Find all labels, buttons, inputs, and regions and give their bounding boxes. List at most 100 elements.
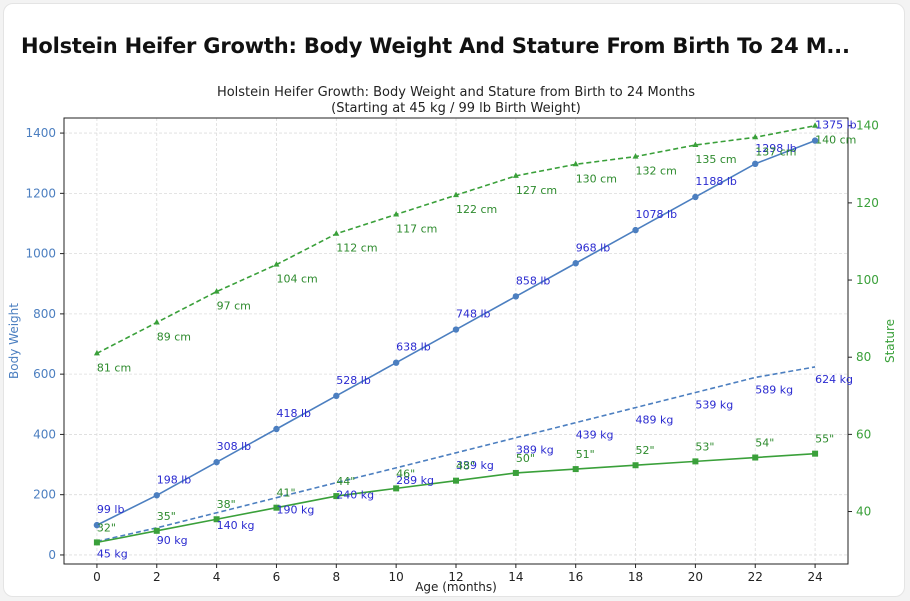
weight-lb-point bbox=[153, 492, 160, 499]
stature-cm-point bbox=[153, 318, 160, 325]
y-right-tick-label: 120 bbox=[856, 196, 879, 210]
weight-lb-data-label: 858 lb bbox=[516, 274, 551, 287]
x-tick-label: 14 bbox=[508, 570, 523, 584]
weight-lb-point bbox=[213, 458, 220, 466]
stature-cm-data-label: 130 cm bbox=[576, 172, 617, 185]
weight-lb-data-label: 198 lb bbox=[157, 473, 192, 486]
stature-cm-data-label: 117 cm bbox=[396, 222, 437, 235]
weight-kg-data-label: 240 kg bbox=[336, 489, 374, 502]
stature-in-data-label: 54" bbox=[755, 437, 774, 450]
y-right-tick-label: 60 bbox=[856, 427, 871, 441]
x-tick-label: 4 bbox=[213, 570, 221, 584]
y-left-tick-label: 800 bbox=[33, 307, 56, 321]
stature-cm-data-label: 122 cm bbox=[456, 203, 497, 216]
stature-cm-data-label: 132 cm bbox=[636, 165, 677, 178]
y-left-tick-label: 400 bbox=[33, 427, 56, 441]
stature-in-point bbox=[213, 516, 220, 523]
weight-lb-data-label: 1188 lb bbox=[695, 175, 737, 188]
stature-in-data-label: 52" bbox=[636, 444, 655, 457]
weight-kg-data-label: 339 kg bbox=[456, 459, 494, 472]
y-left-tick-label: 0 bbox=[48, 548, 56, 562]
y-axis-right-label: Stature bbox=[883, 319, 897, 363]
y-left-tick-label: 1200 bbox=[25, 186, 56, 200]
stature-cm-data-label: 89 cm bbox=[157, 330, 191, 343]
x-tick-label: 0 bbox=[93, 570, 101, 584]
weight-lb-point bbox=[692, 193, 699, 201]
x-tick-label: 24 bbox=[807, 570, 822, 584]
series bbox=[93, 122, 819, 546]
stature-cm-point bbox=[572, 160, 579, 167]
stature-cm-point bbox=[453, 191, 459, 198]
chart-card: Holstein Heifer Growth: Body Weight And … bbox=[3, 3, 905, 597]
stature-in-data-label: 48" bbox=[456, 460, 475, 473]
stature-cm-point bbox=[692, 141, 699, 148]
weight-lb-point bbox=[392, 359, 400, 366]
weight-lb-point bbox=[632, 226, 639, 234]
weight-lb-point bbox=[512, 293, 520, 300]
stature-in-point bbox=[812, 450, 819, 457]
stature-in-data-label: 32" bbox=[97, 521, 116, 534]
weight-lb-point bbox=[273, 425, 280, 433]
y-right-tick-label: 140 bbox=[856, 119, 879, 133]
weight-kg-data-label: 190 kg bbox=[276, 504, 314, 517]
stature-cm-data-label: 112 cm bbox=[336, 242, 377, 255]
weight-kg-line bbox=[96, 366, 816, 543]
stature-cm-point bbox=[213, 288, 220, 294]
stature-cm-data-label: 97 cm bbox=[217, 300, 251, 313]
chart-subtitle: (Starting at 45 kg / 99 lb Birth Weight) bbox=[331, 101, 581, 116]
stature-in-data-label: 51" bbox=[576, 448, 595, 461]
weight-kg-data-label: 624 kg bbox=[815, 373, 853, 386]
x-tick-label: 16 bbox=[568, 570, 583, 584]
x-tick-label: 22 bbox=[748, 570, 763, 584]
stature-cm-point bbox=[393, 210, 400, 217]
stature-in-point bbox=[273, 504, 280, 511]
stature-in-point bbox=[752, 454, 759, 461]
stature-cm-data-label: 81 cm bbox=[97, 361, 131, 374]
weight-kg-data-label: 289 kg bbox=[396, 474, 434, 487]
y-right-tick-label: 100 bbox=[856, 273, 879, 287]
y-left-tick-label: 1400 bbox=[25, 126, 56, 140]
weight-kg-data-label: 589 kg bbox=[755, 383, 793, 396]
weight-kg-data-label: 90 kg bbox=[157, 534, 188, 547]
weight-kg-data-label: 45 kg bbox=[97, 547, 128, 560]
weight-lb-data-label: 418 lb bbox=[276, 407, 311, 420]
card-title: Holstein Heifer Growth: Body Weight And … bbox=[21, 34, 850, 58]
x-tick-label: 12 bbox=[448, 570, 463, 584]
y-left-tick-label: 200 bbox=[33, 488, 56, 502]
stature-cm-data-label: 127 cm bbox=[516, 184, 557, 197]
weight-lb-data-label: 308 lb bbox=[217, 440, 252, 453]
weight-kg-data-label: 389 kg bbox=[516, 444, 554, 457]
stature-cm-data-label: 135 cm bbox=[695, 153, 736, 166]
stature-in-data-label: 46" bbox=[396, 467, 415, 480]
weight-kg-data-label: 140 kg bbox=[217, 519, 255, 532]
weight-kg-data-label: 439 kg bbox=[576, 429, 614, 442]
stature-cm-point bbox=[632, 153, 639, 159]
weight-lb-data-label: 1298 lb bbox=[755, 142, 797, 155]
stature-cm-data-label: 140 cm bbox=[815, 134, 856, 147]
x-tick-label: 18 bbox=[628, 570, 643, 584]
x-tick-label: 20 bbox=[688, 570, 703, 584]
axes: 0 2 4 6 8 10 12 14 16 18 20 22 240200400600800100012… bbox=[25, 119, 878, 584]
weight-lb-data-label: 99 lb bbox=[97, 503, 125, 516]
y-left-tick-label: 600 bbox=[33, 367, 56, 381]
x-tick-label: 2 bbox=[153, 570, 161, 584]
stature-in-point bbox=[572, 466, 579, 473]
stature-in-point bbox=[512, 469, 519, 476]
weight-lb-data-label: 748 lb bbox=[456, 308, 491, 321]
stature-in-point bbox=[393, 485, 400, 492]
weight-lb-data-label: 968 lb bbox=[576, 241, 611, 254]
weight-lb-point bbox=[333, 392, 340, 400]
stature-in-data-label: 38" bbox=[217, 498, 236, 511]
stature-cm-data-label: 104 cm bbox=[276, 273, 317, 286]
data-labels: 99 lb 198 lb 308 lb 418 lb 528 lb 638 lb 748 l… bbox=[97, 119, 857, 561]
stature-cm-data-label: 137 cm bbox=[755, 145, 796, 158]
stature-in-data-label: 50" bbox=[516, 452, 535, 465]
y-left-tick-label: 1000 bbox=[25, 247, 56, 261]
weight-lb-point bbox=[811, 137, 819, 144]
weight-lb-point bbox=[93, 521, 101, 529]
stature-in-data-label: 55" bbox=[815, 433, 834, 446]
weight-kg-data-label: 539 kg bbox=[695, 399, 733, 412]
stature-in-point bbox=[632, 462, 639, 469]
x-tick-label: 6 bbox=[273, 570, 281, 584]
